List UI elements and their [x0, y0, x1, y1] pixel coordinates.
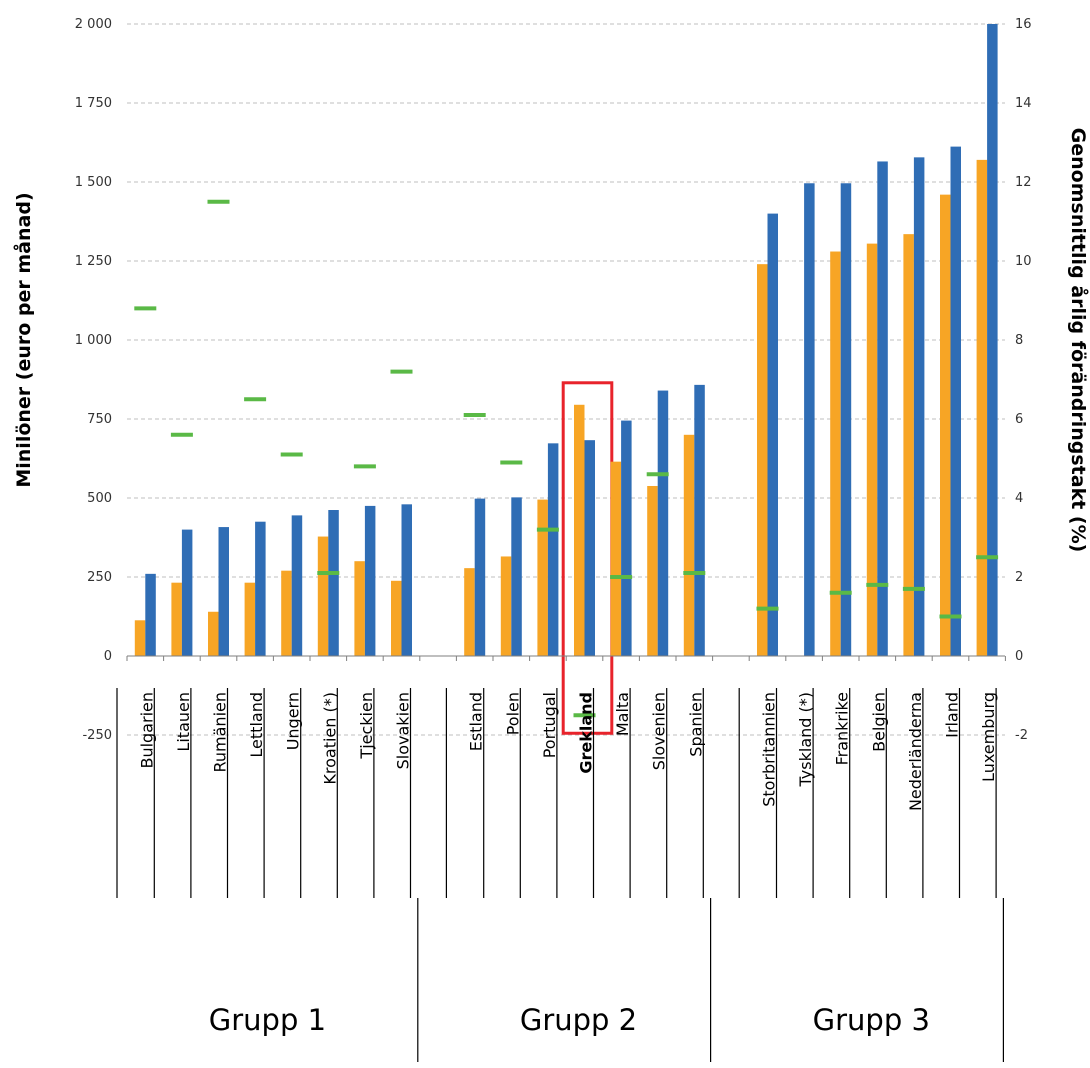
- category-label: Bulgarien: [137, 692, 156, 769]
- bar-orange: [391, 580, 402, 656]
- bar-orange: [354, 561, 365, 656]
- bar-orange: [281, 570, 292, 656]
- bar-blue: [474, 498, 486, 656]
- bar-blue: [218, 527, 229, 656]
- bar-orange: [683, 434, 695, 656]
- category-label: Lettland: [247, 692, 266, 758]
- y-tick-label: 250: [87, 570, 112, 585]
- bar-orange: [574, 404, 585, 656]
- category-label: Estland: [467, 692, 486, 751]
- group-label: Grupp 3: [813, 1003, 930, 1037]
- bar-blue: [877, 161, 888, 656]
- y2-tick-label: 12: [1015, 175, 1032, 190]
- category-label: Nederländerna: [906, 692, 925, 811]
- bar-blue: [804, 183, 815, 656]
- bar-orange: [757, 264, 768, 656]
- category-label: Portugal: [540, 692, 559, 758]
- bar-orange: [134, 620, 146, 656]
- y2-tick-label: 14: [1015, 96, 1032, 111]
- y2-tick-label: 4: [1015, 491, 1023, 506]
- category-label: Tyskland (*): [796, 692, 815, 787]
- category-label: Ungern: [284, 692, 303, 750]
- category-label: Storbritannien: [760, 692, 779, 807]
- bar-blue: [987, 24, 998, 656]
- category-label: Frankrike: [833, 692, 852, 765]
- y-tick-label: 1 000: [75, 333, 112, 348]
- category-label: Irland: [943, 692, 962, 738]
- y2-tick-label: 8: [1015, 333, 1023, 348]
- y-tick-label: 1 500: [75, 175, 112, 190]
- bar-blue: [950, 146, 961, 656]
- y2-tick-label: 0: [1015, 649, 1023, 664]
- bar-blue: [145, 573, 156, 656]
- y-tick-label: 1 250: [75, 254, 112, 269]
- category-label: Rumänien: [211, 692, 230, 773]
- y-axis-title: Minilöner (euro per månad): [11, 192, 35, 487]
- bar-blue: [328, 510, 339, 656]
- bar-orange: [647, 485, 658, 656]
- y-tick-label: 1 750: [75, 96, 112, 111]
- group-label: Grupp 2: [520, 1003, 637, 1037]
- bar-orange: [830, 251, 841, 656]
- bar-blue: [401, 504, 412, 656]
- grid-lines: [127, 23, 1005, 736]
- bar-orange: [464, 568, 475, 656]
- category-label: Litauen: [174, 692, 193, 752]
- y2-tick-label: -2: [1015, 728, 1028, 743]
- y2-axis-title: Genomsnittlig årlig förändringstakt (%): [1067, 128, 1090, 553]
- y2-tick-label: 2: [1015, 570, 1023, 585]
- rate-markers: [134, 199, 999, 718]
- y-tick-label: 500: [87, 491, 112, 506]
- y2-tick-label: 10: [1015, 254, 1032, 269]
- category-label: Luxemburg: [979, 692, 998, 782]
- bar-orange: [244, 582, 256, 656]
- category-label: Grekland: [577, 692, 596, 774]
- bar-blue: [511, 497, 522, 656]
- y-tick-label: 750: [87, 412, 112, 427]
- y-tick-label: 2 000: [75, 17, 112, 32]
- bar-orange: [610, 461, 622, 656]
- category-labels: Bulgarien Litauen Rumänien Lettland Ungern Kr…: [116, 688, 1005, 1062]
- bar-blue: [291, 515, 303, 656]
- bar-blue: [364, 505, 376, 656]
- bar-blue: [181, 529, 193, 656]
- bar-blue: [547, 443, 559, 656]
- bar-blue: [584, 440, 595, 656]
- bar-orange: [208, 611, 219, 656]
- category-label: Polen: [503, 692, 522, 735]
- category-label: Tjeckien: [357, 692, 376, 760]
- y2-tick-label: 16: [1015, 17, 1032, 32]
- category-label: Slovakien: [394, 692, 413, 769]
- y-tick-label: 0: [104, 649, 112, 664]
- bar-orange: [866, 243, 878, 656]
- bar-blue: [657, 390, 669, 656]
- bar-blue: [767, 213, 778, 656]
- bar-orange: [537, 499, 548, 656]
- category-label: Malta: [613, 692, 632, 736]
- category-label: Slovenien: [650, 692, 669, 770]
- axes: [126, 655, 1006, 661]
- bar-blue: [621, 420, 632, 656]
- bar-blue: [840, 183, 852, 656]
- bar-orange: [976, 159, 988, 656]
- group-label: Grupp 1: [209, 1003, 326, 1037]
- tick-labels: -250 0 250 500 750 1 000 1 250 1 500 1 750 2 000 -…: [75, 17, 1032, 743]
- bar-blue: [913, 157, 925, 657]
- bar-blue: [694, 384, 705, 656]
- bar-orange: [500, 556, 512, 656]
- bar-orange: [903, 234, 914, 656]
- bar-blue: [255, 521, 266, 656]
- bar-orange: [940, 194, 951, 656]
- y-tick-label: -250: [82, 728, 112, 743]
- category-label: Spanien: [686, 692, 705, 757]
- bar-orange: [171, 582, 182, 656]
- bar-orange: [317, 536, 329, 656]
- bars: [134, 24, 998, 735]
- category-label: Belgien: [869, 692, 888, 752]
- category-label: Kroatien (*): [320, 692, 339, 785]
- y2-tick-label: 6: [1015, 412, 1023, 427]
